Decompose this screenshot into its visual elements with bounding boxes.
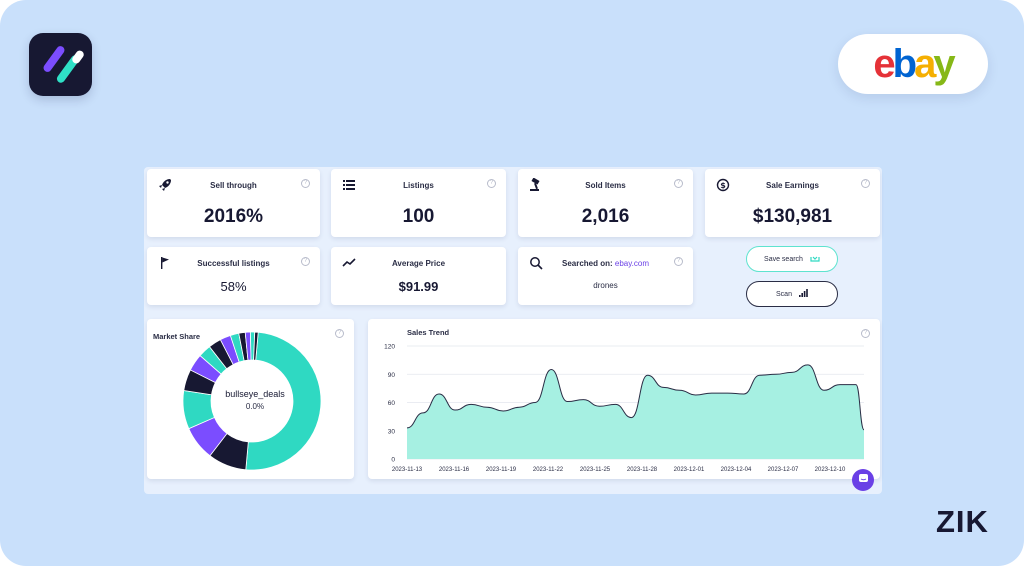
- stat-label: Sell through: [210, 181, 257, 190]
- stat-card-listings: ? Listings 100: [331, 169, 506, 237]
- market-share-title: Market Share: [153, 332, 201, 341]
- x-tick-label: 2023-11-28: [627, 467, 658, 473]
- x-tick-label: 2023-12-10: [815, 467, 846, 473]
- flag-icon: [158, 256, 172, 270]
- sales-line: [406, 364, 865, 431]
- stat-value: 58%: [220, 279, 247, 294]
- stat-card-sell-through: ? Sell through 2016%: [147, 169, 320, 237]
- stat-card-sold-items: ? Sold Items 2,016: [518, 169, 693, 237]
- x-tick-label: 2023-12-07: [768, 467, 799, 473]
- x-tick-label: 2023-12-04: [721, 467, 752, 473]
- signal-bars-icon: [798, 289, 808, 299]
- sales-area: [407, 364, 864, 459]
- help-icon[interactable]: ?: [487, 179, 496, 188]
- search-label-prefix: Searched on:: [561, 259, 613, 268]
- donut-slice-0[interactable]: [245, 331, 322, 471]
- stat-card-successful-listings: ? Successful listings 58%: [147, 247, 320, 305]
- help-icon[interactable]: ?: [301, 179, 310, 188]
- help-icon[interactable]: ?: [861, 329, 870, 338]
- market-share-donut: [182, 331, 322, 471]
- search-card: ? Searched on: ebay.com drones: [518, 247, 693, 305]
- help-icon[interactable]: ?: [674, 179, 683, 188]
- stat-value: $130,981: [752, 206, 833, 227]
- sales-trend-chart: 0 30 60 90 120 2023-11-13 2023-11-16 2023-11-19…: [384, 344, 865, 473]
- y-tick-label: 60: [388, 400, 396, 407]
- stat-label: Successful listings: [197, 259, 270, 268]
- save-search-label: Save search: [764, 255, 803, 263]
- x-tick-label: 2023-11-13: [392, 467, 423, 473]
- stat-label: Sold Items: [585, 181, 626, 190]
- y-tick-label: 30: [388, 428, 396, 435]
- help-icon[interactable]: ?: [674, 257, 683, 266]
- zik-wordmark: ZIK: [936, 504, 989, 539]
- stat-value: 2016%: [203, 206, 264, 227]
- search-query: drones: [593, 281, 618, 290]
- ebay-logo: ebay: [838, 34, 988, 94]
- chat-icon: [858, 471, 869, 489]
- sales-trend-title: Sales Trend: [407, 328, 450, 337]
- dollar-icon: $: [716, 178, 730, 192]
- y-tick-label: 0: [391, 457, 395, 464]
- market-share-panel: Market Share ? bullseye_deals 0.0%: [147, 319, 354, 479]
- donut-slice-13[interactable]: [253, 331, 259, 361]
- stat-label: Sale Earnings: [766, 181, 819, 190]
- app-logo-icon: [29, 33, 92, 96]
- help-icon[interactable]: ?: [861, 179, 870, 188]
- gavel-icon: [529, 177, 543, 192]
- save-icon: [810, 254, 820, 264]
- list-icon: [342, 178, 356, 192]
- stat-value: 100: [402, 206, 435, 227]
- stat-label: Listings: [403, 181, 434, 190]
- x-tick-label: 2023-11-25: [580, 467, 611, 473]
- dashboard: ? Sell through 2016% ? Listings 100 ? So…: [144, 167, 882, 494]
- sales-trend-panel: Sales Trend ? 0 30 60 90 120 2023-11-13 2023-1…: [368, 319, 880, 479]
- x-tick-label: 2023-11-16: [439, 467, 470, 473]
- scan-label: Scan: [776, 290, 792, 298]
- svg-text:$: $: [720, 181, 726, 190]
- y-tick-label: 90: [388, 372, 396, 379]
- trend-icon: [342, 256, 356, 270]
- donut-center-label: bullseye_deals: [225, 389, 285, 399]
- stat-value: $91.99: [398, 279, 439, 294]
- x-tick-label: 2023-11-22: [533, 467, 564, 473]
- x-tick-label: 2023-12-01: [674, 467, 705, 473]
- donut-center-value: 0.0%: [245, 402, 265, 411]
- rocket-icon: [158, 178, 172, 192]
- stat-card-sale-earnings: $ ? Sale Earnings $130,981: [705, 169, 880, 237]
- chat-button[interactable]: [852, 469, 874, 491]
- search-label: Searched on: ebay.com: [518, 259, 693, 268]
- help-icon[interactable]: ?: [301, 257, 310, 266]
- search-site-link[interactable]: ebay.com: [614, 259, 649, 268]
- stat-label: Average Price: [391, 259, 446, 268]
- x-tick-label: 2023-11-19: [486, 467, 517, 473]
- help-icon[interactable]: ?: [335, 329, 344, 338]
- stat-card-average-price: Average Price $91.99: [331, 247, 506, 305]
- y-tick-label: 120: [384, 344, 395, 351]
- save-search-button[interactable]: Save search: [746, 246, 838, 272]
- search-icon: [529, 256, 543, 270]
- scan-button[interactable]: Scan: [746, 281, 838, 307]
- stat-value: 2,016: [581, 206, 630, 227]
